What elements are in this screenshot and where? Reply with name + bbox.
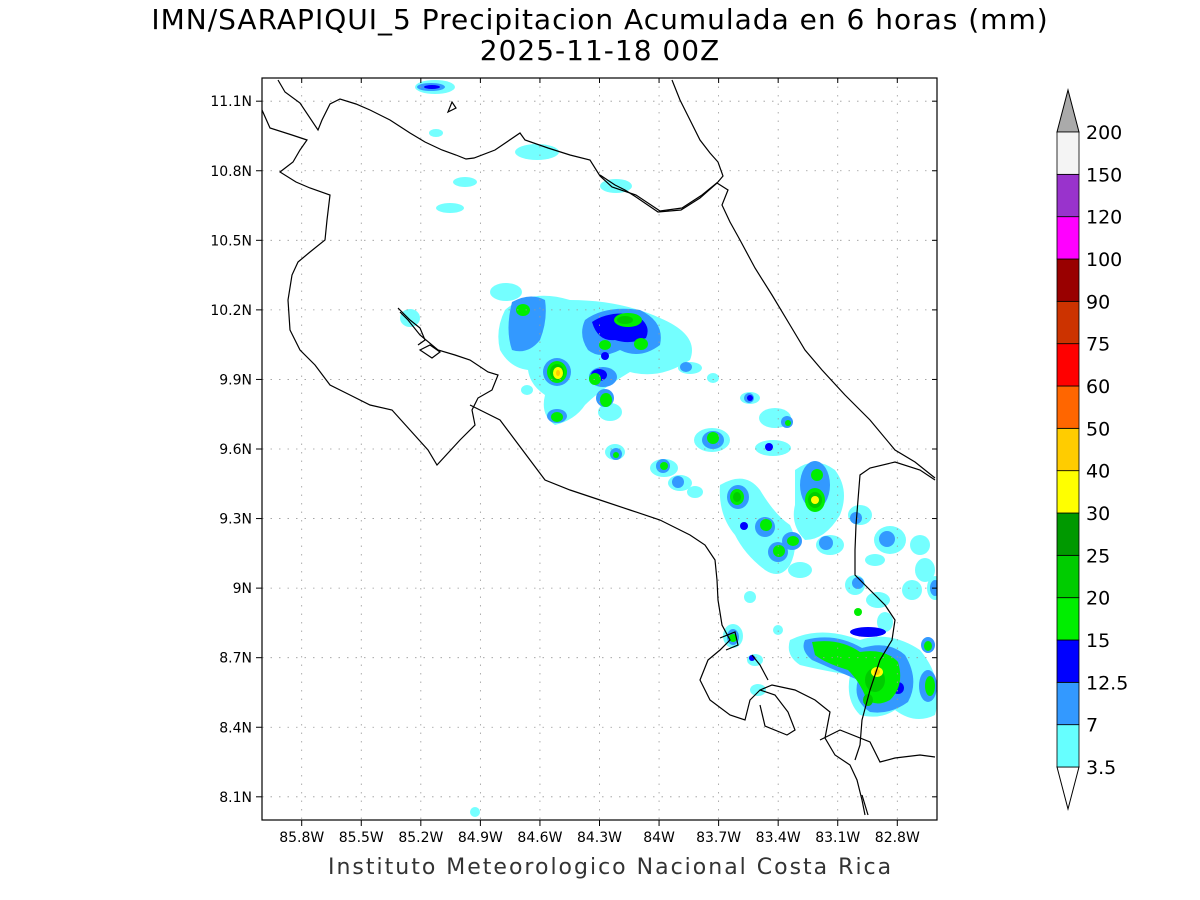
lat-tick-label: 9.6N [219,442,252,458]
colorbar-swatch [1056,216,1080,260]
colorbar-swatch [1056,639,1080,683]
colorbar-swatch [1056,724,1080,768]
colorbar-label: 15 [1086,630,1110,652]
colorbar-swatch [1056,512,1080,556]
colorbar-swatch [1056,343,1080,387]
lon-tick-label: 85.5W [339,830,384,846]
colorbar-swatch [1056,554,1080,599]
colorbar-label: 120 [1086,207,1122,229]
credit-text: Instituto Meteorologico Nacional Costa R… [328,855,894,880]
lat-tick-label: 10.8N [210,164,252,180]
colorbar-label: 150 [1086,164,1122,186]
colorbar-label: 3.5 [1086,757,1116,779]
colorbar-label: 90 [1086,291,1110,313]
colorbar-label: 12.5 [1086,672,1128,694]
lat-tick-label: 9.3N [219,512,252,528]
lon-tick-label: 83.7W [696,830,741,846]
colorbar-swatch [1056,173,1080,218]
colorbar-label: 50 [1086,418,1110,440]
precipitation-field [400,80,937,817]
map-grid [262,78,937,820]
map-title: IMN/SARAPIQUI_5 Precipitacion Acumulada … [0,4,1200,66]
lat-tick-label: 9.9N [219,372,252,388]
lat-tick-label: 8.4N [219,720,252,736]
colorbar-swatch [1056,470,1080,514]
colorbar-swatch [1056,131,1080,175]
colorbar-swatch [1056,427,1080,472]
lon-tick-label: 84.6W [517,830,562,846]
lon-tick-label: 83.1W [815,830,860,846]
coastline-borders [262,79,936,816]
lon-tick-label: 84W [643,830,675,846]
colorbar-over-arrow [1056,88,1080,133]
colorbar-label: 100 [1086,249,1122,271]
title-line-1: IMN/SARAPIQUI_5 Precipitacion Acumulada … [151,3,1049,36]
colorbar-swatch [1056,385,1080,429]
colorbar-label: 7 [1086,715,1098,737]
lon-tick-label: 82.8W [875,830,920,846]
colorbar-label: 25 [1086,545,1110,567]
lat-tick-label: 10.2N [210,303,252,319]
colorbar-label: 40 [1086,461,1110,483]
colorbar-swatch [1056,681,1080,726]
colorbar-legend: 3.5 7 12.5 15 20 25 30 40 50 60 75 90 100 120 150 200 [1056,88,1128,811]
colorbar-swatch [1056,258,1080,302]
lat-tick-label: 10.5N [210,233,252,249]
lon-tick-label: 83.4W [756,830,801,846]
colorbar-label: 30 [1086,503,1110,525]
lon-tick-label: 85.2W [398,830,443,846]
colorbar-label: 200 [1086,122,1122,144]
lat-tick-label: 11.1N [210,94,252,110]
lat-tick-label: 8.7N [219,651,252,667]
lon-tick-label: 84.3W [577,830,622,846]
colorbar-swatch [1056,300,1080,345]
colorbar-under-arrow [1056,766,1080,811]
colorbar-label: 20 [1086,588,1110,610]
colorbar-label: 75 [1086,334,1110,356]
lon-tick-label: 85.8W [279,830,324,846]
lat-tick-label: 9N [233,581,252,597]
colorbar-swatch [1056,597,1080,641]
axis-tick-labels: 85.8W 85.5W 85.2W 84.9W 84.6W 84.3W 84W 83.7W 83… [210,78,937,846]
lon-tick-label: 84.9W [458,830,503,846]
lat-tick-label: 8.1N [219,790,252,806]
colorbar-label: 60 [1086,376,1110,398]
title-line-2: 2025-11-18 00Z [479,34,721,67]
